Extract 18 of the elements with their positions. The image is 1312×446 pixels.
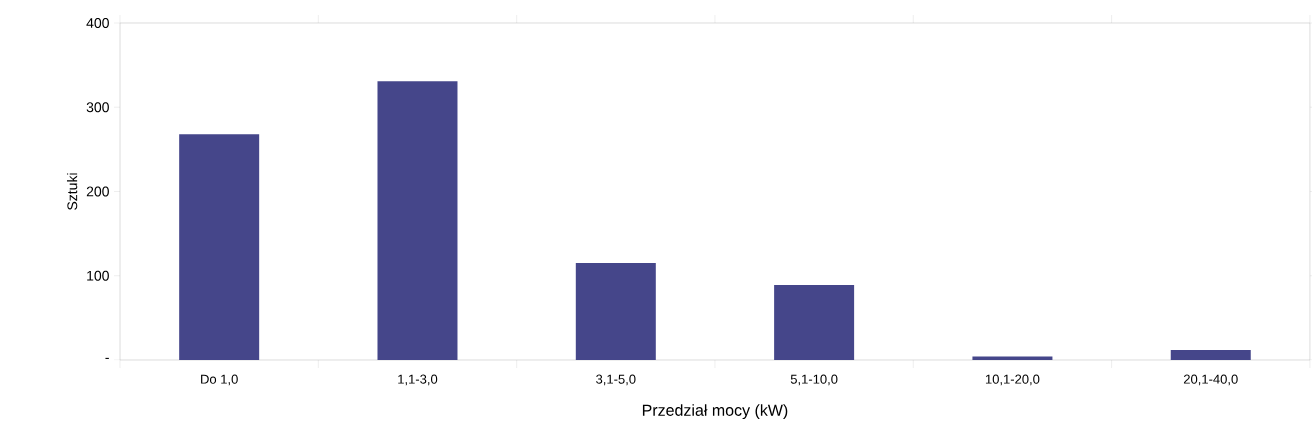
y-axis-title: Sztuki	[66, 173, 78, 210]
y-tick-label: 300	[86, 102, 109, 113]
x-tick-label: 5,1-10,0	[790, 374, 838, 386]
bar	[774, 285, 855, 360]
x-tick-label: 1,1-3,0	[398, 374, 438, 386]
x-tick-label: 3,1-5,0	[596, 374, 636, 386]
x-tick-label: 10,1-20,0	[985, 374, 1040, 386]
bar	[575, 263, 656, 360]
y-tick-label: 100	[87, 270, 109, 281]
y-tick-label: 400	[86, 18, 109, 28]
y-tick-label: -	[105, 357, 109, 359]
bar	[377, 81, 458, 360]
bar	[1170, 349, 1251, 360]
x-axis-title: Przedział mocy (kW)	[642, 404, 788, 420]
x-tick-label: 20,1-40,0	[1183, 374, 1238, 386]
bar	[179, 134, 260, 360]
y-tick-label: 200	[86, 186, 109, 197]
x-tick-label: Do 1,0	[201, 374, 238, 386]
